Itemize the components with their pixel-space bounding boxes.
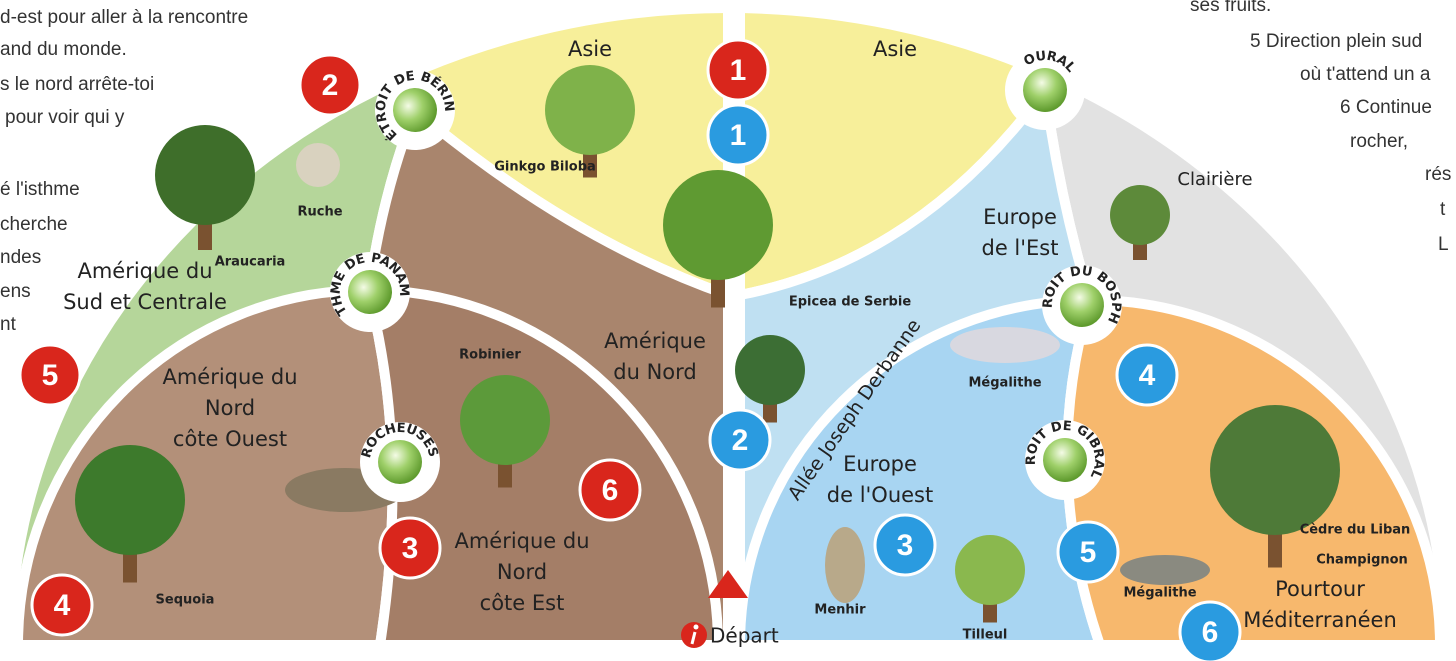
- side-text: 5 Direction plein sud: [1250, 31, 1422, 52]
- marker-number: 6: [1202, 616, 1219, 649]
- stone: [825, 527, 865, 603]
- side-text: 6 Continue: [1340, 97, 1432, 118]
- region-label: Nord: [205, 396, 255, 420]
- tree-crown: [735, 335, 805, 405]
- region-label: côte Ouest: [173, 427, 287, 451]
- side-text: cherche: [0, 214, 68, 235]
- tree-crown: [663, 170, 773, 280]
- region-label: Méditerranéen: [1243, 608, 1397, 632]
- plant-label: Mégalithe: [1123, 586, 1196, 601]
- region-label: Amérique: [604, 329, 706, 353]
- side-text: t: [1440, 199, 1446, 220]
- plant-label: Ginkgo Biloba: [494, 160, 596, 175]
- region-label: Europe: [983, 205, 1057, 229]
- region-label: Nord: [497, 560, 547, 584]
- region-label: Pourtour: [1275, 577, 1365, 601]
- region-label: du Nord: [613, 360, 696, 384]
- plant-label: Tilleul: [963, 628, 1008, 643]
- tree-crown: [545, 65, 635, 155]
- plant-label: Epicea de Serbie: [789, 295, 911, 310]
- side-text: and du monde.: [0, 39, 127, 60]
- plant-label: Cèdre du Liban: [1300, 523, 1411, 538]
- side-text: ndes: [0, 247, 41, 268]
- start-label: Départ: [710, 624, 779, 648]
- tree-crown: [1210, 405, 1340, 535]
- region-label: Amérique du: [454, 529, 589, 553]
- plant-label: Sequoia: [156, 593, 215, 608]
- side-text: ses fruits.: [1190, 0, 1271, 16]
- region-label: Asie: [568, 37, 612, 61]
- marker-number: 2: [732, 424, 749, 457]
- marker-number: 5: [1080, 536, 1097, 569]
- plant-label: Araucaria: [215, 255, 286, 270]
- side-text: rocher,: [1350, 131, 1408, 152]
- side-text: nt: [0, 314, 17, 335]
- plant-label: Robinier: [459, 348, 521, 363]
- plant-label: Ruche: [297, 205, 342, 220]
- region-label: Asie: [873, 37, 917, 61]
- marker-number: 4: [1139, 359, 1156, 392]
- side-text: d-est pour aller à la rencontre: [0, 7, 248, 28]
- marker-number: 1: [730, 119, 747, 152]
- marker-number: 6: [602, 474, 619, 507]
- tree-crown: [1110, 185, 1170, 245]
- tree-crown: [155, 125, 255, 225]
- region-label: de l'Ouest: [827, 483, 933, 507]
- marker-number: 2: [322, 69, 339, 102]
- info-icon: [681, 622, 707, 648]
- stone: [296, 143, 340, 187]
- marker-number: 3: [402, 532, 419, 565]
- marker-number: 1: [730, 54, 747, 87]
- marker-number: 4: [54, 589, 71, 622]
- side-text: ens: [0, 281, 31, 302]
- region-label: Sud et Centrale: [63, 290, 227, 314]
- marker-number: 3: [897, 529, 914, 562]
- pass-ball: [378, 440, 422, 484]
- stone: [1120, 555, 1210, 585]
- stone: [950, 327, 1060, 363]
- plant-label: Champignon: [1316, 553, 1408, 568]
- garden-map: d-est pour aller à la rencontre and du mo…: [0, 0, 1456, 661]
- tree-crown: [75, 445, 185, 555]
- side-text: rés: [1425, 164, 1451, 185]
- region-label: Europe: [843, 452, 917, 476]
- side-text: s le nord arrête-toi: [0, 74, 154, 95]
- plant-label: Mégalithe: [968, 376, 1041, 391]
- region-label: Amérique du: [77, 259, 212, 283]
- side-text: pour voir qui y: [5, 107, 125, 128]
- plant-label: Clairière: [1177, 169, 1252, 190]
- marker-number: 5: [42, 359, 59, 392]
- plant-label: Menhir: [814, 603, 866, 618]
- region-label: côte Est: [480, 591, 565, 615]
- region-label: de l'Est: [982, 236, 1059, 260]
- side-text: é l'isthme: [0, 179, 80, 200]
- tree-crown: [955, 535, 1025, 605]
- tree-crown: [460, 375, 550, 465]
- side-text: où t'attend un a: [1300, 64, 1431, 85]
- region-label: Amérique du: [162, 365, 297, 389]
- side-text: L: [1438, 234, 1449, 255]
